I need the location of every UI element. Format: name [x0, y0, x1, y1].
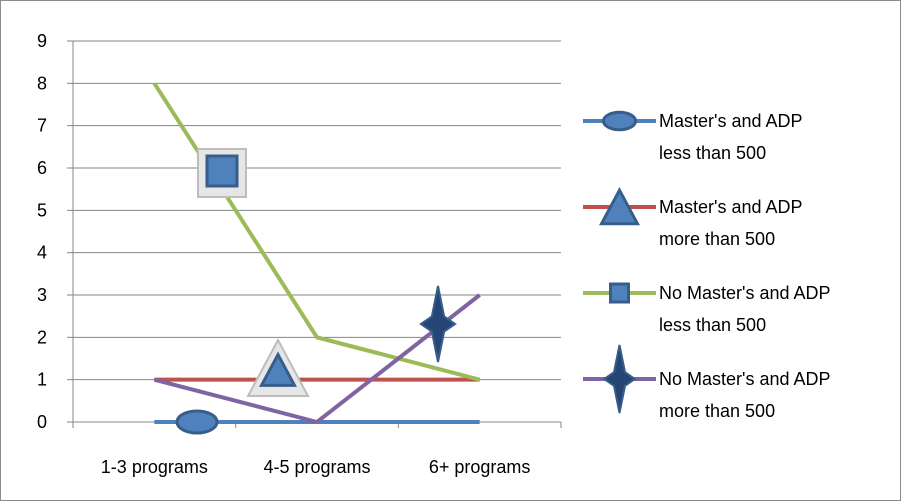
- y-tick-label: 9: [37, 31, 47, 51]
- legend-label-2: Master's and ADP: [659, 197, 803, 217]
- x-tick-label: 1-3 programs: [101, 457, 208, 477]
- y-tick-label: 7: [37, 116, 47, 136]
- legend-marker-2: [598, 187, 641, 226]
- y-tick-label: 6: [37, 158, 47, 178]
- x-tick-label: 4-5 programs: [263, 457, 370, 477]
- series-3-marker: [205, 154, 239, 188]
- series-2-marker: [258, 351, 298, 387]
- legend-label-4: No Master's and ADP: [659, 369, 831, 389]
- series-markers: [175, 148, 457, 435]
- gridlines: [73, 40, 561, 381]
- legend-label-4: more than 500: [659, 401, 775, 421]
- series-line-4: [153, 293, 481, 425]
- series-1-marker: [175, 409, 219, 435]
- legend-label-1: less than 500: [659, 143, 766, 163]
- y-tick-label: 8: [37, 73, 47, 93]
- y-tick-label: 3: [37, 285, 47, 305]
- legend-label-2: more than 500: [659, 229, 775, 249]
- y-tick-label: 4: [37, 243, 47, 263]
- legend: Master's and ADP less than 500 Master's an…: [583, 110, 831, 421]
- y-tick-label: 2: [37, 327, 47, 347]
- x-axis-tick-labels: 1-3 programs 4-5 programs 6+ programs: [101, 457, 531, 477]
- series-4-marker: [419, 285, 457, 363]
- y-tick-label: 0: [37, 412, 47, 432]
- legend-label-1: Master's and ADP: [659, 111, 803, 131]
- legend-marker-3: [609, 282, 630, 304]
- x-tick-label: 6+ programs: [429, 457, 531, 477]
- legend-marker-4: [602, 344, 637, 414]
- y-tick-label: 5: [37, 200, 47, 220]
- y-tick-label: 1: [37, 370, 47, 390]
- legend-label-3: No Master's and ADP: [659, 283, 831, 303]
- axes: [67, 40, 562, 428]
- legend-marker-1: [602, 110, 637, 132]
- legend-label-3: less than 500: [659, 315, 766, 335]
- y-axis-tick-labels: 0 1 2 3 4 5 6 7 8 9: [37, 31, 47, 432]
